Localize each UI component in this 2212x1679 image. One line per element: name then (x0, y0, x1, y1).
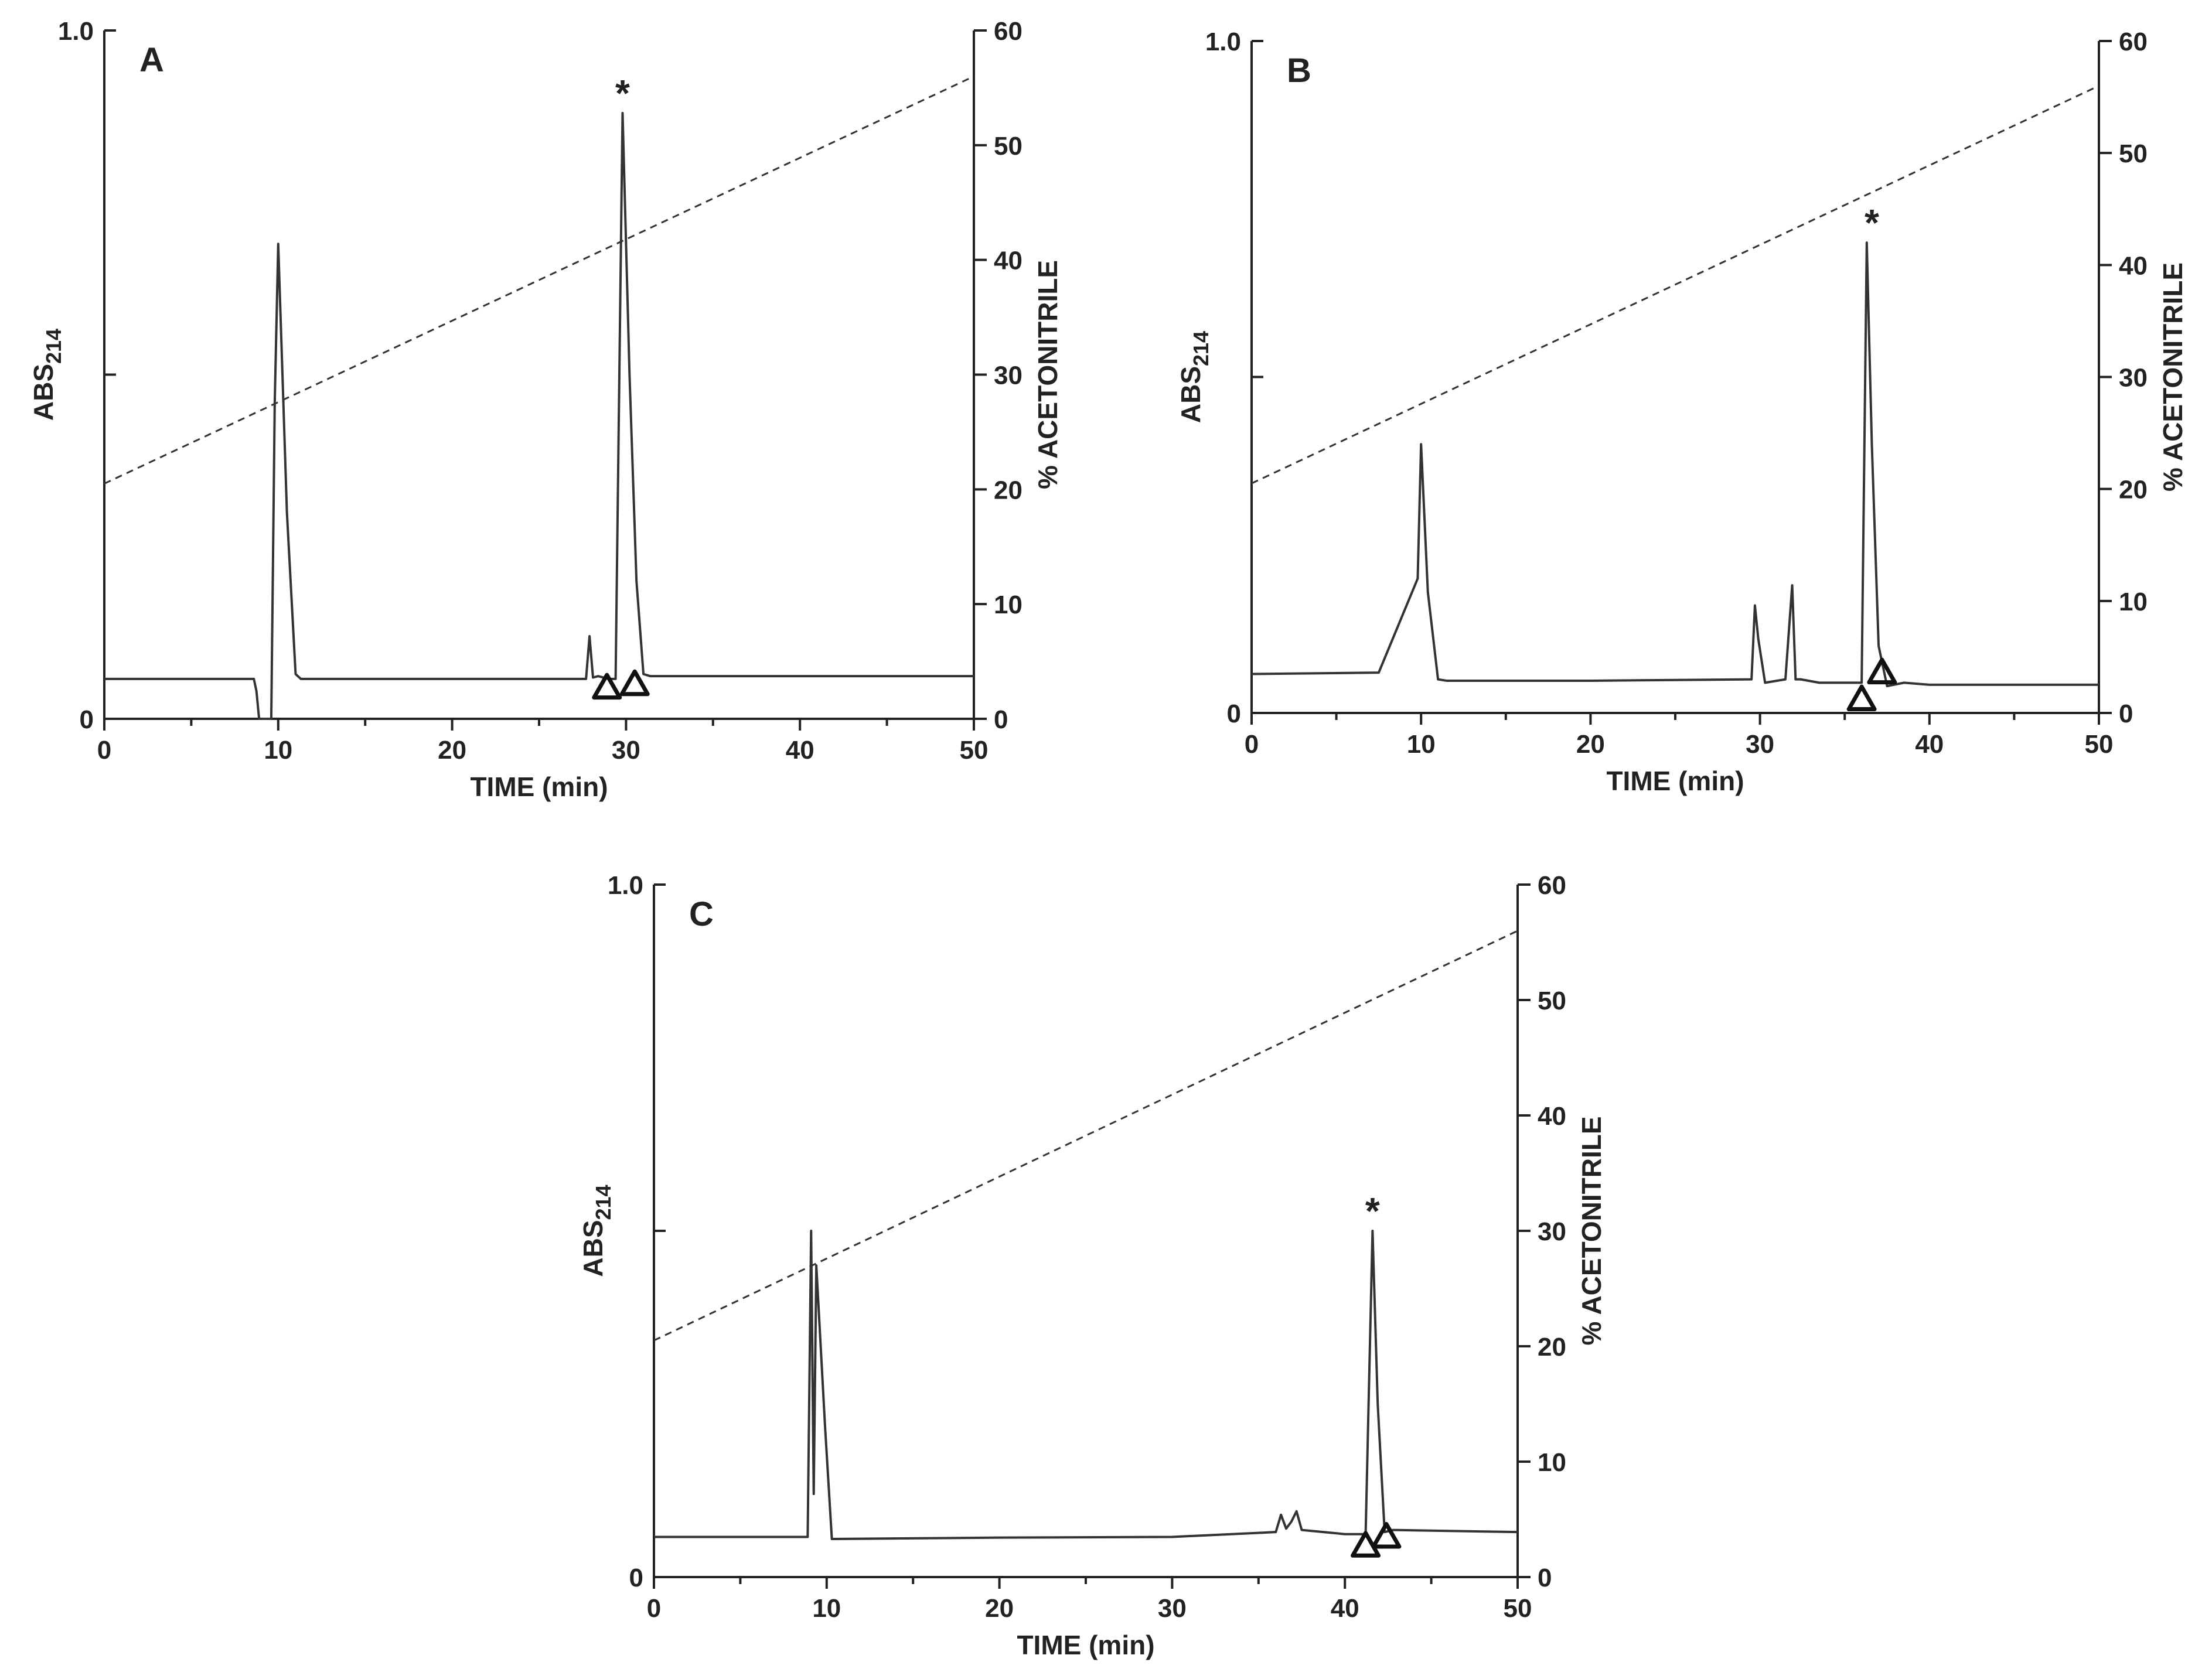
x-tick-label: 20 (438, 736, 466, 765)
y-axis-title-main: ABS (28, 364, 59, 421)
x-tick-label: 10 (1407, 730, 1436, 759)
x-tick-label: 50 (1504, 1594, 1532, 1623)
y2-tick-label: 0 (2119, 699, 2133, 728)
y2-tick-label: 40 (1538, 1102, 1566, 1131)
y-axis-title-subscript: 214 (42, 329, 66, 364)
y-tick-label: 0 (629, 1564, 643, 1592)
absorbance-trace (104, 112, 974, 720)
y-axis-title-main: ABS (1175, 366, 1206, 423)
y2-tick-label: 50 (1538, 987, 1566, 1015)
y2-axis-title: % ACETONITRILE (1032, 260, 1063, 489)
x-tick-label: 50 (2085, 730, 2114, 759)
y2-tick-label: 50 (2119, 139, 2148, 168)
y-axis-title-subscript: 214 (1189, 331, 1213, 366)
peak-marker-star: * (1865, 202, 1879, 244)
x-tick-label: 30 (612, 736, 640, 765)
fraction-marker-triangle (1371, 1521, 1402, 1549)
panel-label: B (1287, 52, 1311, 90)
x-tick-label: 0 (647, 1594, 661, 1623)
x-axis-title: TIME (min) (1017, 1630, 1154, 1660)
x-tick-label: 30 (1158, 1594, 1187, 1623)
x-tick-label: 10 (812, 1594, 841, 1623)
y-axis-title: ABS214 (578, 1185, 615, 1277)
x-tick-label: 0 (1245, 730, 1259, 759)
y2-tick-label: 10 (1538, 1448, 1566, 1477)
panel-label: C (689, 895, 714, 933)
x-tick-label: 40 (1915, 730, 1944, 759)
y2-tick-label: 60 (994, 17, 1023, 46)
fraction-marker-triangle (619, 669, 650, 697)
y-axis-title-main: ABS (578, 1220, 608, 1277)
y2-tick-label: 30 (994, 361, 1023, 390)
fraction-marker-triangle (1846, 684, 1877, 712)
absorbance-trace (1251, 241, 2099, 688)
x-tick-label: 20 (985, 1594, 1014, 1623)
y2-tick-label: 0 (1538, 1564, 1552, 1592)
y2-tick-label: 40 (994, 247, 1023, 275)
y2-tick-label: 50 (994, 132, 1023, 161)
y-tick-label: 0 (80, 705, 94, 734)
y2-tick-label: 60 (1538, 871, 1566, 900)
y-axis-title: ABS214 (1175, 331, 1213, 423)
y-axis-title-subscript: 214 (591, 1185, 615, 1220)
y2-tick-label: 0 (994, 705, 1008, 734)
y-tick-label: 1.0 (608, 871, 643, 900)
acetonitrile-gradient-line (104, 75, 974, 484)
y-axis-title: ABS214 (28, 329, 66, 421)
absorbance-trace (654, 1230, 1518, 1540)
y2-tick-label: 10 (2119, 588, 2148, 616)
x-tick-label: 20 (1576, 730, 1605, 759)
panel-label: A (139, 41, 164, 79)
x-tick-label: 30 (1746, 730, 1774, 759)
fraction-marker-triangle (1867, 657, 1897, 685)
acetonitrile-gradient-line (1251, 85, 2099, 484)
y2-tick-label: 20 (994, 476, 1023, 504)
y-tick-label: 1.0 (58, 17, 94, 46)
y2-axis-title: % ACETONITRILE (2158, 262, 2188, 492)
x-tick-label: 10 (264, 736, 292, 765)
y2-axis-title: % ACETONITRILE (1576, 1116, 1607, 1345)
y2-tick-label: 40 (2119, 251, 2148, 280)
y-tick-label: 0 (1227, 699, 1241, 728)
x-axis-title: TIME (min) (1606, 766, 1744, 796)
fraction-marker-triangle (1351, 1531, 1381, 1558)
x-axis-title: TIME (min) (470, 772, 608, 802)
peak-marker-star: * (1365, 1190, 1380, 1232)
fraction-marker-triangle (592, 673, 622, 700)
y2-tick-label: 30 (1538, 1217, 1566, 1246)
y-tick-label: 1.0 (1205, 28, 1241, 56)
peak-marker-star: * (615, 72, 630, 114)
x-tick-label: 0 (97, 736, 111, 765)
x-tick-label: 50 (960, 736, 989, 765)
y2-tick-label: 30 (2119, 364, 2148, 393)
x-tick-label: 40 (786, 736, 814, 765)
y2-tick-label: 10 (994, 591, 1023, 619)
y2-tick-label: 20 (2119, 476, 2148, 504)
x-tick-label: 40 (1331, 1594, 1359, 1623)
y2-tick-label: 20 (1538, 1333, 1566, 1361)
y2-tick-label: 60 (2119, 28, 2148, 56)
